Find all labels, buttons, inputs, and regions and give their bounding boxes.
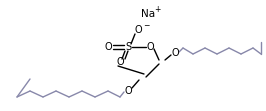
Text: O: O	[116, 57, 124, 67]
Text: Na: Na	[141, 9, 155, 19]
Text: −: −	[143, 22, 149, 31]
Text: +: +	[154, 6, 160, 15]
Text: S: S	[125, 42, 131, 52]
Text: O: O	[134, 25, 142, 35]
Text: O: O	[146, 42, 154, 52]
Text: O: O	[171, 48, 179, 58]
Text: O: O	[104, 42, 112, 52]
Text: O: O	[124, 86, 132, 96]
